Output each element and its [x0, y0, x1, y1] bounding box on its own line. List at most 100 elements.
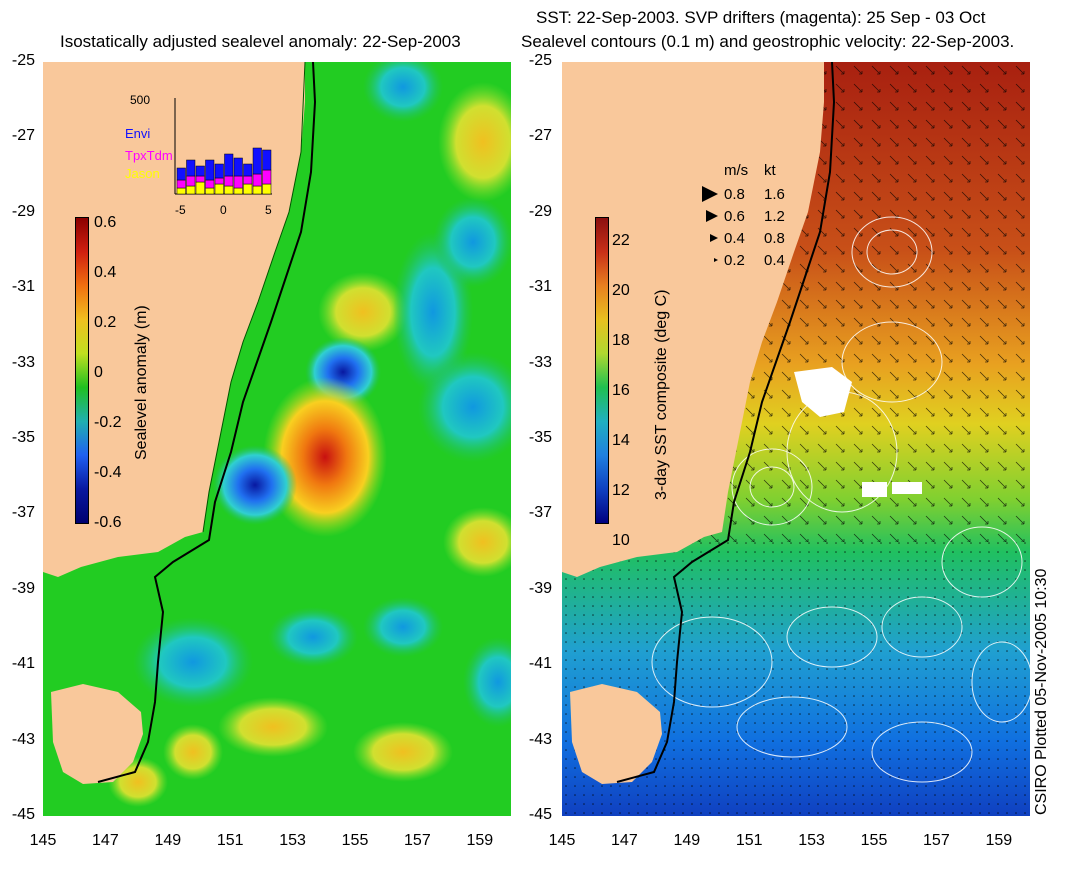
- speed-arrow-icon: [706, 210, 718, 222]
- inset-bars: [176, 147, 272, 195]
- y-tick-right-7: -39: [528, 579, 552, 597]
- speed-legend-kt-header: kt: [764, 162, 776, 179]
- sst-colorbar-tick-3: 16: [612, 382, 630, 399]
- anomaly-colorbar-tick-0: 0.6: [94, 214, 117, 231]
- inset-bar: [252, 185, 262, 195]
- inset-bar: [243, 183, 253, 195]
- y-tick-left-10: -45: [11, 806, 35, 823]
- right-map-title-line1: SST: 22-Sep-2003. SVP drifters (magenta)…: [536, 8, 986, 27]
- speed-legend-kt-1: 1.2: [764, 208, 785, 225]
- sst-map: [562, 62, 1030, 816]
- plot-credit: CSIRO Plotted 05-Nov-2005 10:30: [1033, 568, 1050, 815]
- inset-bar: [176, 167, 186, 181]
- inset-legend-envi: Envi: [125, 126, 150, 141]
- shelf-break-contour: [616, 62, 836, 783]
- x-tick-left-0: 145: [29, 832, 57, 849]
- inset-bar: [214, 163, 224, 179]
- sst-colorbar-tick-2: 18: [612, 332, 630, 349]
- altimeter-count-inset: 500 Envi TpxTdm Jason -5 0 5: [125, 93, 272, 217]
- speed-legend-kt-2: 0.8: [764, 230, 785, 247]
- inset-bar: [233, 187, 243, 195]
- y-tick-left-1: -27: [11, 127, 35, 145]
- x-tick-left-2: 149: [154, 832, 182, 849]
- anomaly-colorbar-tick-4: -0.2: [94, 414, 122, 431]
- inset-bar: [252, 173, 262, 187]
- anomaly-colorbar-label: Sealevel anomaly (m): [133, 305, 150, 460]
- inset-bar: [176, 187, 186, 195]
- speed-legend-ms-0: 0.8: [724, 186, 745, 203]
- speed-legend-kt-3: 0.4: [764, 252, 785, 269]
- speed-legend-ms-1: 0.6: [724, 208, 745, 225]
- anomaly-colorbar-tick-5: -0.4: [94, 464, 122, 481]
- anomaly-colorbar-tick-1: 0.4: [94, 264, 117, 281]
- inset-bar: [233, 157, 243, 177]
- y-tick-left-9: -43: [11, 730, 35, 748]
- inset-bar: [233, 175, 243, 189]
- tasmania: [570, 684, 662, 784]
- y-tick-right-2: -29: [528, 202, 552, 220]
- inset-bar: [224, 175, 234, 187]
- inset-bar: [205, 179, 215, 189]
- sst-colorbar-tick-4: 14: [612, 432, 630, 449]
- inset-bar: [262, 183, 272, 195]
- y-tick-left-8: -41: [11, 655, 35, 673]
- y-tick-right-9: -43: [528, 730, 552, 748]
- sst-colorbar-tick-6: 10: [612, 532, 630, 549]
- y-tick-right-8: -41: [528, 655, 552, 673]
- sealevel-contours: [651, 216, 1030, 783]
- x-tick-left-5: 155: [341, 832, 369, 849]
- inset-bar: [205, 159, 215, 181]
- speed-legend-kt-0: 1.6: [764, 186, 785, 203]
- x-tick-right-3: 151: [735, 832, 763, 849]
- inset-bar: [186, 185, 196, 195]
- y-tick-left-4: -33: [11, 353, 35, 371]
- left-map-title: Isostatically adjusted sealevel anomaly:…: [60, 32, 461, 51]
- x-tick-right-1: 147: [611, 832, 638, 849]
- y-tick-left-7: -39: [11, 579, 35, 597]
- anomaly-blobs: [108, 62, 511, 807]
- inset-bar: [214, 183, 224, 195]
- sst-colorbar: [595, 217, 609, 524]
- anomaly-colorbar-tick-6: -0.6: [94, 514, 122, 531]
- inset-bar: [176, 179, 186, 189]
- inset-legend-tpxtdm: TpxTdm: [125, 148, 173, 163]
- x-tick-left-3: 151: [216, 832, 244, 849]
- inset-bar: [195, 175, 205, 183]
- y-tick-left-2: -29: [11, 202, 35, 220]
- inset-bar: [195, 181, 205, 195]
- speed-legend-ms-3: 0.2: [724, 252, 745, 269]
- sst-colorbar-label: 3-day SST composite (deg C): [653, 289, 670, 500]
- inset-bar: [186, 175, 196, 187]
- inset-bar: [195, 165, 205, 177]
- mainland-australia: [562, 62, 824, 577]
- x-tick-right-4: 153: [798, 832, 825, 849]
- y-tick-right-10: -45: [528, 806, 552, 823]
- x-tick-right-0: 145: [548, 832, 576, 849]
- tasmania: [51, 684, 143, 784]
- y-tick-right-1: -27: [528, 127, 552, 145]
- inset-xtick-0: 0: [220, 203, 227, 217]
- inset-bar: [186, 159, 196, 177]
- speed-arrow-icon: [710, 234, 718, 242]
- inset-xtick-neg5: -5: [175, 203, 186, 217]
- inset-legend-jason: Jason: [125, 166, 160, 181]
- inset-bar: [214, 177, 224, 185]
- sst-colorbar-tick-1: 20: [612, 282, 630, 299]
- anomaly-colorbar-tick-2: 0.2: [94, 314, 117, 331]
- x-tick-right-5: 155: [860, 832, 888, 849]
- right-map-title-line2: Sealevel contours (0.1 m) and geostrophi…: [521, 32, 1015, 51]
- inset-bar: [224, 153, 234, 177]
- cloud-mask: [794, 367, 922, 497]
- y-tick-right-5: -35: [528, 429, 552, 446]
- x-tick-left-6: 157: [404, 832, 431, 849]
- inset-bar: [252, 147, 262, 175]
- y-tick-right-6: -37: [528, 504, 552, 522]
- inset-xtick-5: 5: [265, 203, 272, 217]
- speed-legend-ms-header: m/s: [724, 162, 749, 179]
- anomaly-colorbar-tick-3: 0: [94, 364, 103, 381]
- inset-bar: [205, 187, 215, 195]
- inset-bar: [243, 163, 253, 177]
- inset-ymax-label: 500: [130, 93, 150, 107]
- anomaly-colorbar: [75, 217, 89, 524]
- y-tick-right-0: -25: [528, 52, 552, 69]
